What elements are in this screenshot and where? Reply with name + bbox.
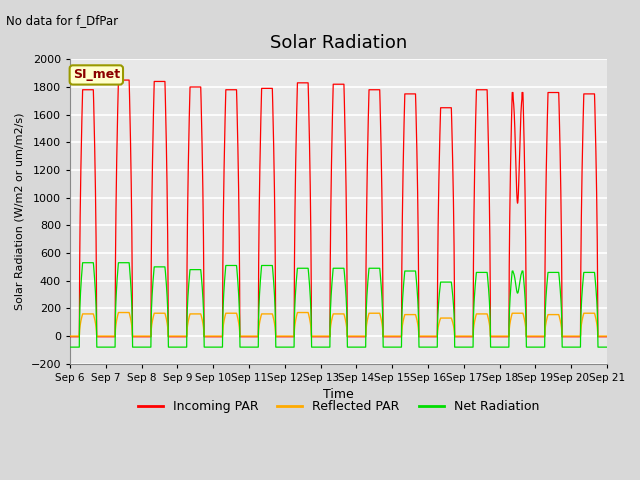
Reflected PAR (115, 310, 122, 315)
Incoming PAR (163, 159, 170, 165)
Incoming PAR (603, 334, 611, 340)
Incoming PAR (67, 334, 74, 340)
Net Radiation (67, 344, 74, 350)
X-axis label: Time: Time (323, 388, 354, 401)
Incoming PAR (115, 77, 122, 83)
Reflected PAR (163, 318, 170, 324)
Incoming PAR (429, 334, 437, 340)
Y-axis label: Solar Radiation (W/m2 or um/m2/s): Solar Radiation (W/m2 or um/m2/s) (15, 113, 25, 310)
Net Radiation (319, 344, 326, 350)
Incoming PAR (602, 334, 610, 340)
Reflected PAR (603, 333, 611, 339)
Line: Reflected PAR: Reflected PAR (70, 312, 607, 336)
Reflected PAR (429, 333, 437, 339)
Text: No data for f_DfPar: No data for f_DfPar (6, 14, 118, 27)
Net Radiation (163, 286, 170, 292)
Legend: Incoming PAR, Reflected PAR, Net Radiation: Incoming PAR, Reflected PAR, Net Radiati… (133, 396, 544, 419)
Reflected PAR (459, 333, 467, 339)
Line: Incoming PAR: Incoming PAR (70, 80, 607, 337)
Title: Solar Radiation: Solar Radiation (270, 34, 407, 52)
Reflected PAR (602, 333, 610, 339)
Reflected PAR (490, 333, 497, 339)
Net Radiation (602, 344, 610, 350)
Reflected PAR (319, 333, 326, 339)
Net Radiation (79, 260, 86, 265)
Net Radiation (429, 344, 437, 350)
Incoming PAR (490, 334, 497, 340)
Net Radiation (459, 344, 467, 350)
Text: SI_met: SI_met (73, 69, 120, 82)
Incoming PAR (459, 334, 467, 340)
Incoming PAR (319, 334, 326, 340)
Net Radiation (603, 344, 611, 350)
Line: Net Radiation: Net Radiation (70, 263, 607, 347)
Net Radiation (490, 344, 497, 350)
Reflected PAR (67, 333, 74, 339)
